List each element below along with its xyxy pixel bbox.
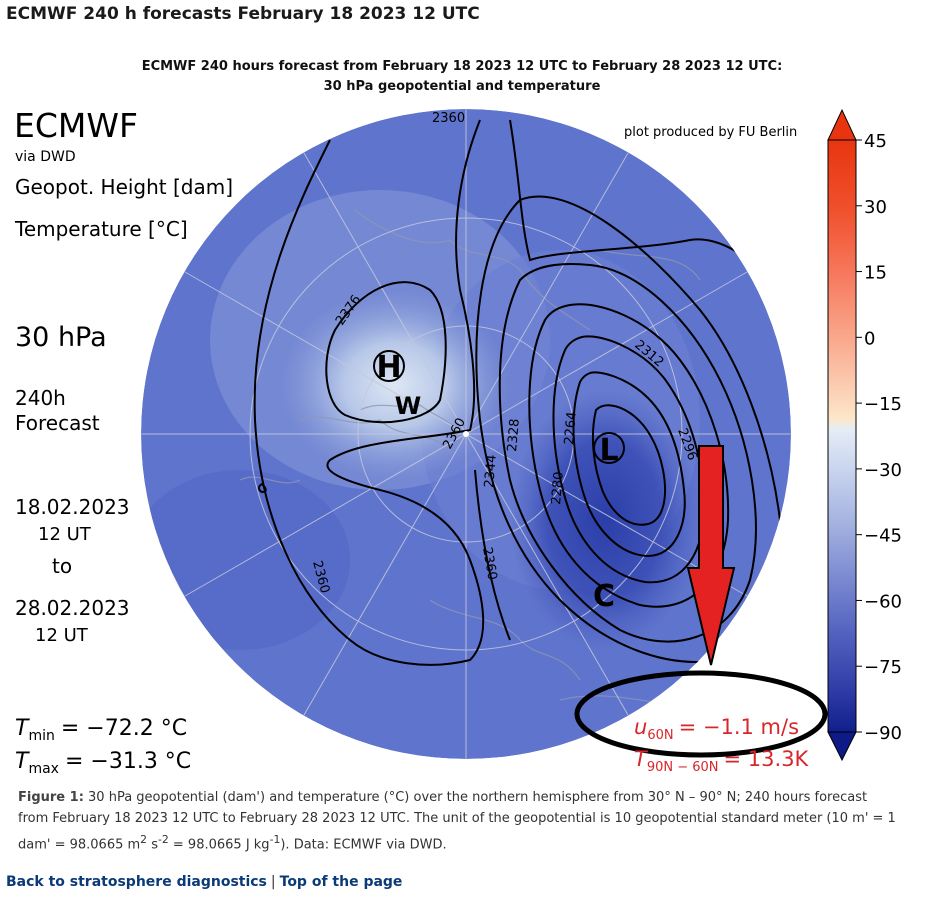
colorbar-bottom-extension [827, 731, 857, 762]
back-to-diagnostics-link[interactable]: Back to stratosphere diagnostics [6, 874, 267, 890]
contour-2360-west [253, 119, 485, 666]
contour-label: 2360 [432, 111, 465, 126]
variable-temperature-label: Temperature [°C] [14, 217, 188, 241]
cold-area [510, 390, 700, 650]
caption-sup: -2 [157, 833, 169, 846]
init-time: 12 UT [38, 524, 92, 545]
pressure-markers: H L W C [373, 350, 625, 614]
caption-label: Figure 1: [18, 790, 84, 805]
colorbar-tick-label: −30 [864, 460, 902, 481]
top-of-page-link[interactable]: Top of the page [279, 874, 403, 890]
polar-map: 2360 2376 2360 2344 2328 2264 2280 2312 … [141, 109, 791, 759]
caption-text: = 98.0665 J kg [168, 837, 270, 853]
valid-time: 12 UT [35, 625, 89, 646]
delta-t-readout: T90N − 60N = 13.3K [634, 747, 810, 775]
caption-text: s [147, 837, 158, 853]
contour-2376 [325, 281, 447, 424]
level-label: 30 hPa [15, 322, 107, 353]
contour-2264 [591, 404, 666, 526]
colorbar-tick-label: 30 [864, 197, 887, 218]
colorbar-tick-label: 0 [864, 328, 875, 349]
contour-2360-south [474, 469, 511, 641]
to-label: to [52, 554, 72, 578]
producer-label: ECMWF [14, 106, 138, 145]
figure-caption: Figure 1: 30 hPa geopotential (dam') and… [18, 787, 898, 855]
caption-text: 30 hPa geopotential (dam') and temperatu… [18, 790, 896, 853]
colorbar-tick-label: 15 [864, 263, 887, 284]
contour-2328 [498, 262, 757, 643]
colorbar: 45 30 15 0 −15 −30 −45 −60 −75 −90 [827, 108, 902, 762]
colorbar-top-extension [827, 108, 857, 141]
footer-nav: Back to stratosphere diagnostics | Top of … [6, 874, 402, 890]
init-date: 18.02.2023 [15, 495, 130, 519]
credit-label: plot produced by FU Berlin [624, 125, 797, 140]
lead-time-label: 240h [15, 386, 66, 410]
u60n-readout: u60N = −1.1 m/s [634, 715, 799, 743]
valid-date: 28.02.2023 [15, 596, 130, 620]
via-label: via DWD [15, 149, 76, 165]
tmax-readout: Tmax = −31.3 °C [15, 749, 191, 777]
colorbar-tick-label: 45 [864, 131, 887, 152]
contour-2280 [572, 371, 686, 558]
contour-2312 [528, 303, 730, 608]
high-marker: H [376, 350, 401, 385]
caption-sup: -1 [269, 833, 281, 846]
caption-text: ). Data: ECMWF via DWD. [280, 837, 447, 853]
page-title: ECMWF 240 h forecasts February 18 2023 1… [6, 4, 480, 24]
contour-islet [258, 482, 267, 494]
colorbar-tick-label: −15 [864, 394, 902, 415]
contour-label: 2280 [549, 471, 567, 505]
figure-subtitle-line1: ECMWF 240 hours forecast from February 1… [142, 59, 783, 74]
north-pole-dot [463, 431, 469, 437]
contour-label: 2344 [482, 454, 500, 488]
contour-label: 2360 [479, 546, 500, 581]
warm-marker: W [395, 392, 421, 420]
tmin-readout: Tmin = −72.2 °C [15, 716, 187, 744]
variable-geopotential-label: Geopot. Height [dam] [15, 175, 233, 199]
low-marker: L [599, 433, 618, 468]
colorbar-tick-label: −45 [864, 526, 902, 547]
cold-marker: C [593, 579, 615, 614]
footer-separator: | [270, 874, 276, 890]
colorbar-tick-label: −60 [864, 591, 902, 612]
colorbar-tick-label: −90 [864, 723, 902, 744]
ellipse-annotation [574, 670, 828, 758]
contour-label: 2264 [562, 411, 580, 445]
red-arrow-annotation [686, 445, 736, 666]
colorbar-ticks: 45 30 15 0 −15 −30 −45 −60 −75 −90 [856, 131, 902, 744]
forecast-figure: ECMWF 240 hours forecast from February 1… [14, 59, 902, 777]
figure-subtitle-line2: 30 hPa geopotential and temperature [324, 79, 601, 94]
caption-sup: 2 [140, 833, 148, 846]
forecast-label: Forecast [15, 411, 100, 435]
colorbar-tick-label: −75 [864, 657, 902, 678]
contour-label: 2328 [505, 418, 523, 452]
warm-area [280, 290, 510, 480]
